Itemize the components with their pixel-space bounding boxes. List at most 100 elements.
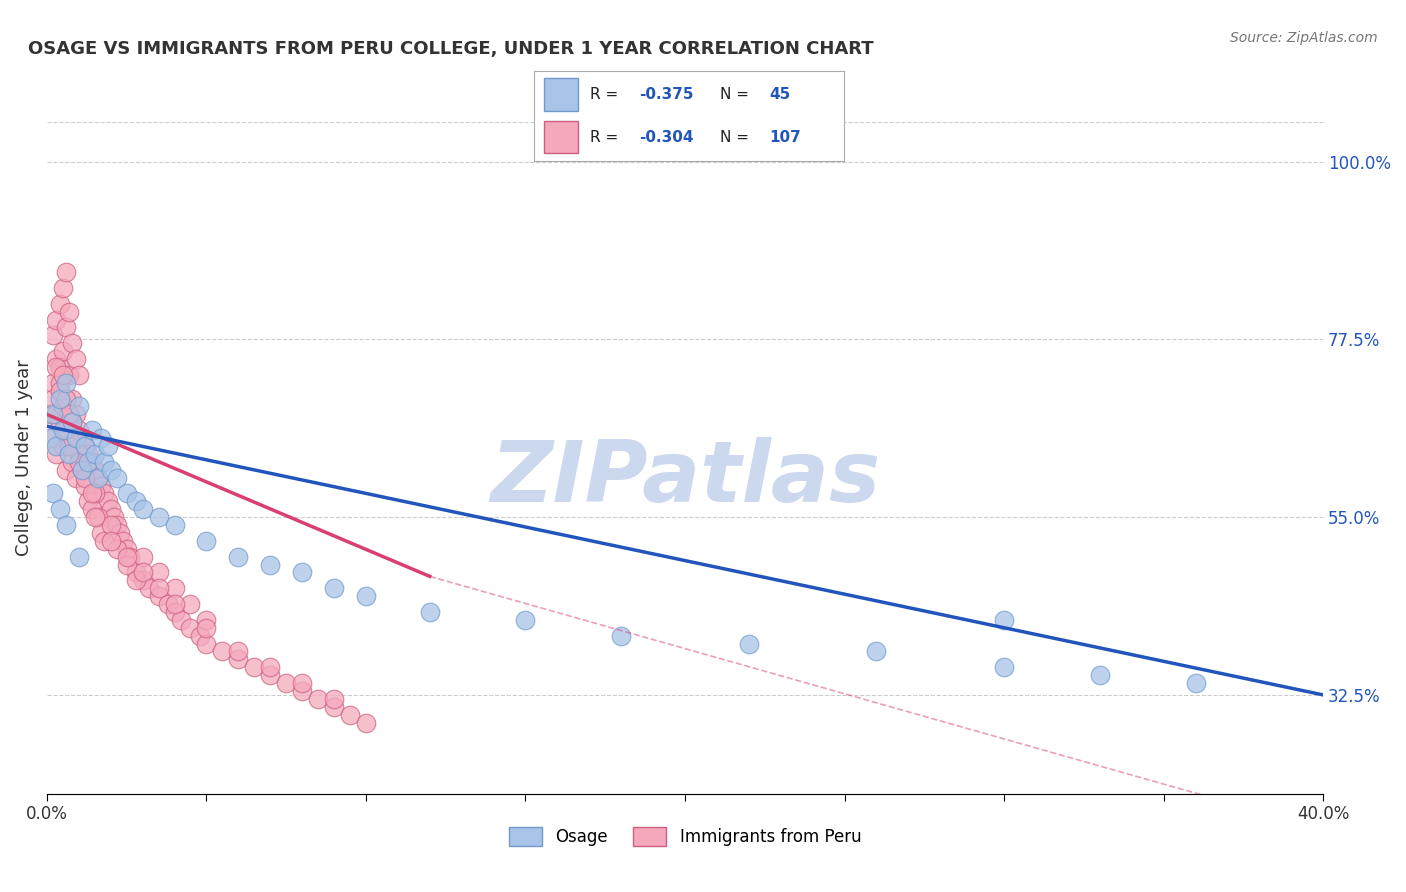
Point <box>179 597 201 611</box>
Point <box>80 486 103 500</box>
Point <box>195 533 218 548</box>
Point <box>48 415 70 429</box>
Point <box>48 392 70 406</box>
Point <box>55 423 77 437</box>
Point <box>62 336 84 351</box>
Point <box>67 368 90 382</box>
Point <box>87 470 110 484</box>
Point <box>179 621 201 635</box>
Point <box>211 644 233 658</box>
Point <box>105 470 128 484</box>
Point <box>58 447 80 461</box>
Point <box>42 392 65 406</box>
Point <box>157 597 180 611</box>
Point <box>115 486 138 500</box>
Text: N =: N = <box>720 87 754 102</box>
Point <box>291 566 314 580</box>
Point <box>58 431 80 445</box>
Point <box>112 533 135 548</box>
Point <box>125 574 148 588</box>
Point <box>276 676 298 690</box>
Point <box>163 605 186 619</box>
Point <box>52 344 75 359</box>
Point <box>118 549 141 564</box>
Point <box>163 597 186 611</box>
Point <box>291 676 314 690</box>
Point <box>228 549 250 564</box>
Point <box>52 368 75 382</box>
Point <box>45 359 67 374</box>
Point <box>62 455 84 469</box>
Point <box>65 470 87 484</box>
Point <box>75 439 97 453</box>
Point <box>131 566 153 580</box>
Point <box>65 431 87 445</box>
Point <box>100 518 122 533</box>
Point <box>70 463 93 477</box>
Point <box>131 549 153 564</box>
Point <box>163 518 186 533</box>
Point <box>105 518 128 533</box>
Text: -0.375: -0.375 <box>640 87 695 102</box>
Point <box>138 581 160 595</box>
Point <box>70 431 93 445</box>
Point <box>148 589 170 603</box>
Point <box>243 660 266 674</box>
Point <box>323 691 346 706</box>
Point <box>67 400 90 414</box>
Point <box>90 478 112 492</box>
Point <box>48 297 70 311</box>
Point <box>307 691 329 706</box>
Text: Source: ZipAtlas.com: Source: ZipAtlas.com <box>1230 31 1378 45</box>
Point <box>1088 668 1111 682</box>
Point <box>125 566 148 580</box>
Point <box>115 541 138 556</box>
Point <box>96 494 118 508</box>
Point <box>125 494 148 508</box>
Point <box>87 470 110 484</box>
Point <box>55 265 77 279</box>
Point <box>42 376 65 390</box>
Point <box>70 463 93 477</box>
Point <box>323 581 346 595</box>
Point <box>42 486 65 500</box>
Point <box>62 415 84 429</box>
Point <box>52 439 75 453</box>
Point <box>100 463 122 477</box>
Point <box>323 699 346 714</box>
Point <box>993 660 1015 674</box>
Point <box>80 455 103 469</box>
Point <box>55 463 77 477</box>
Point <box>103 510 125 524</box>
Point <box>58 368 80 382</box>
Point <box>48 376 70 390</box>
Point <box>55 376 77 390</box>
Point <box>195 621 218 635</box>
Point <box>100 533 122 548</box>
Point <box>195 636 218 650</box>
Point <box>148 510 170 524</box>
Point <box>52 281 75 295</box>
Point <box>515 613 537 627</box>
Point <box>163 581 186 595</box>
Text: OSAGE VS IMMIGRANTS FROM PERU COLLEGE, UNDER 1 YEAR CORRELATION CHART: OSAGE VS IMMIGRANTS FROM PERU COLLEGE, U… <box>28 40 873 58</box>
Text: 107: 107 <box>769 130 801 145</box>
Point <box>93 486 115 500</box>
Point <box>77 447 100 461</box>
Point <box>48 384 70 398</box>
Point <box>110 525 132 540</box>
Point <box>100 502 122 516</box>
Point <box>83 510 105 524</box>
Point <box>87 510 110 524</box>
Point <box>188 629 211 643</box>
Bar <box>544 121 578 153</box>
Point <box>131 574 153 588</box>
Point <box>65 352 87 367</box>
Point <box>170 613 193 627</box>
Point <box>90 431 112 445</box>
Point <box>55 392 77 406</box>
Point <box>610 629 633 643</box>
Text: 45: 45 <box>769 87 790 102</box>
Point <box>45 312 67 326</box>
Point <box>67 549 90 564</box>
